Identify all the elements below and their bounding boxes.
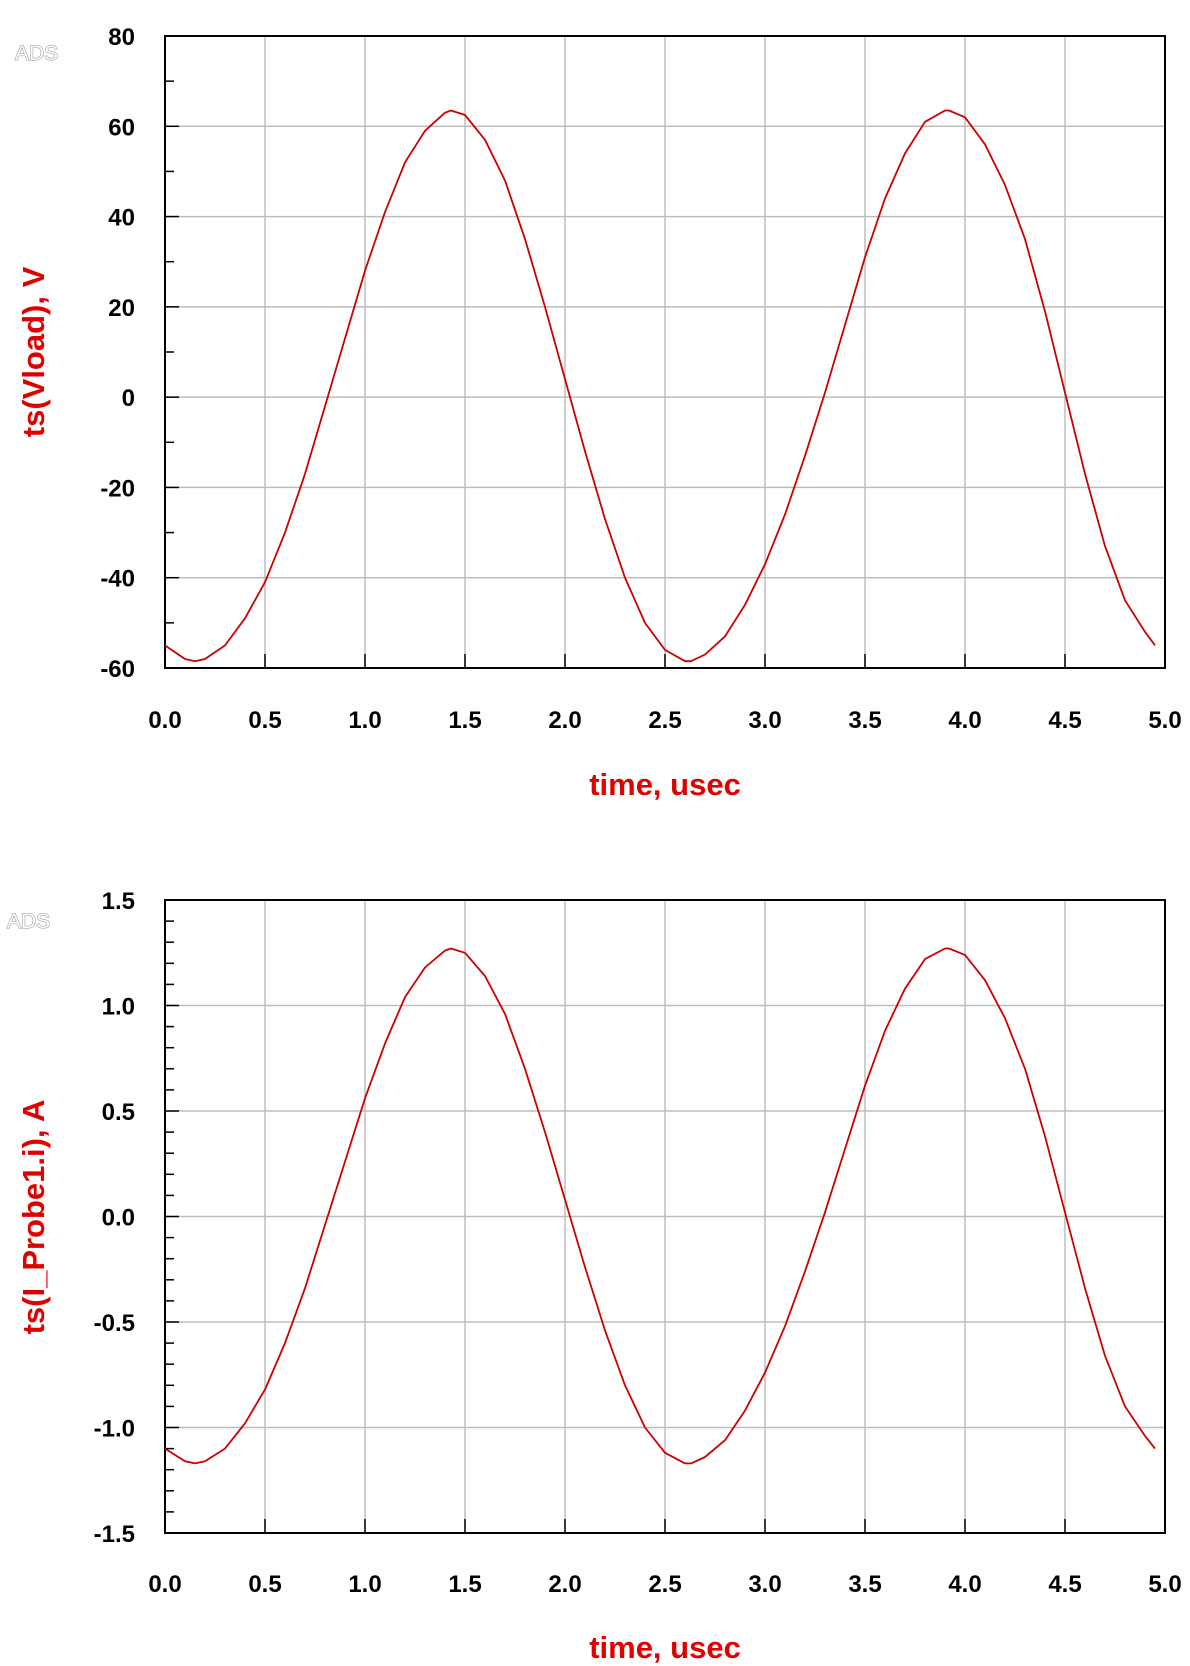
voltage-chart: 80 60 40 20 0 -20 -40 -60 0.0 0.5 1.0 1.5 2.0 2.5 3.0 3… <box>15 24 1182 802</box>
series-line <box>164 109 1156 663</box>
y-tick-label: 20 <box>108 295 135 322</box>
x-tick-label: 0.5 <box>248 707 281 734</box>
y-tick-label: 0.0 <box>102 1205 135 1232</box>
x-tick-label: 0.5 <box>248 1571 281 1598</box>
x-tick-label: 5.0 <box>1148 1571 1181 1598</box>
x-tick-label: 4.0 <box>948 707 981 734</box>
x-tick-label: 3.0 <box>748 1571 781 1598</box>
x-tick-label: 2.0 <box>548 1571 581 1598</box>
current-chart: 1.5 1.0 0.5 0.0 -0.5 -1.0 -1.5 0.0 0.5 1.0 1.5 2.0 2… <box>7 888 1182 1665</box>
x-tick-label: 4.0 <box>948 1571 981 1598</box>
x-tick-label: 1.0 <box>348 1571 381 1598</box>
y-tick-label: 80 <box>108 24 135 51</box>
x-axis-title: time, usec <box>589 767 741 802</box>
x-tick-label: 3.0 <box>748 707 781 734</box>
y-tick-label: 1.0 <box>102 994 135 1021</box>
x-tick-label: 3.5 <box>848 707 881 734</box>
ads-watermark: ADS <box>15 42 58 65</box>
ads-watermark: ADS <box>7 910 50 933</box>
y-tick-label: -1.0 <box>94 1416 135 1443</box>
y-axis-title: ts(I_Probe1.i), A <box>16 1100 51 1335</box>
x-axis-title: time, usec <box>589 1630 741 1665</box>
x-tick-label: 3.5 <box>848 1571 881 1598</box>
y-tick-label: 40 <box>108 205 135 232</box>
x-tick-label: 4.5 <box>1048 707 1081 734</box>
y-tick-label: -1.5 <box>94 1521 135 1548</box>
y-tick-label: 0 <box>122 385 135 412</box>
y-axis-title: ts(Vload), V <box>16 266 51 437</box>
y-tick-label: -20 <box>100 475 135 502</box>
x-tick-label: 1.0 <box>348 707 381 734</box>
x-tick-label: 2.5 <box>648 1571 681 1598</box>
y-tick-label: -40 <box>100 566 135 593</box>
x-tick-label: 0.0 <box>148 707 181 734</box>
y-tick-label: -60 <box>100 656 135 683</box>
x-tick-label: 2.0 <box>548 707 581 734</box>
y-tick-label: 1.5 <box>102 888 135 915</box>
y-tick-label: 60 <box>108 114 135 141</box>
series-line <box>164 947 1156 1465</box>
y-tick-label: -0.5 <box>94 1310 135 1337</box>
x-tick-label: 4.5 <box>1048 1571 1081 1598</box>
x-tick-label: 1.5 <box>448 707 481 734</box>
y-tick-label: 0.5 <box>102 1099 135 1126</box>
x-tick-label: 5.0 <box>1148 707 1181 734</box>
x-tick-label: 2.5 <box>648 707 681 734</box>
x-tick-label: 1.5 <box>448 1571 481 1598</box>
x-tick-label: 0.0 <box>148 1571 181 1598</box>
